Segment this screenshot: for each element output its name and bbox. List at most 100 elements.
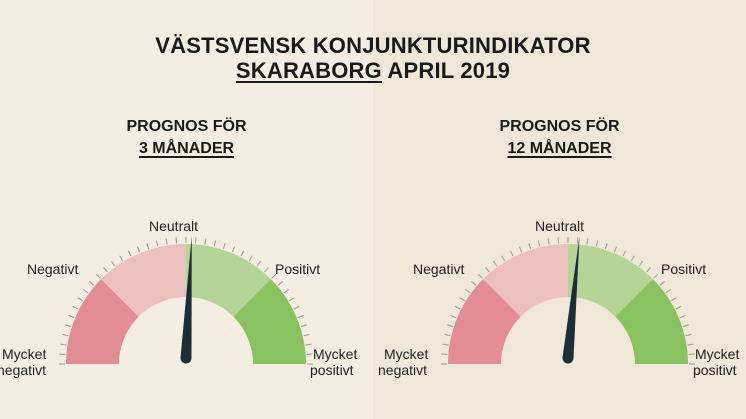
gauge-tick <box>459 297 466 302</box>
gauge-tick <box>119 255 124 262</box>
gauge-tick <box>595 240 599 247</box>
page-title: VÄSTSVENSK KONJUNKTURINDIKATOR SKARABORG… <box>0 33 746 83</box>
gauge-tick <box>89 281 95 286</box>
title-date: APRIL 2019 <box>381 58 511 83</box>
gauge-segment-negativt <box>101 244 186 317</box>
gauge-segment-mycket-negativt <box>448 279 521 364</box>
gauge-tick <box>283 288 290 294</box>
gauge-2-label-very-negative-1: Mycket <box>384 346 429 362</box>
gauge-tick <box>240 250 245 257</box>
gauge-tick <box>204 238 207 245</box>
gauge-tick <box>442 343 449 346</box>
gauge-2-label-very-positive-1: Mycket <box>695 346 740 362</box>
gauge-tick <box>271 273 277 279</box>
gauge-tick <box>464 288 471 294</box>
gauge-2-label-positive: Positivt <box>661 261 707 277</box>
gauge-tick <box>256 260 262 267</box>
gauge-1-label-very-negative-1: Mycket <box>2 346 47 362</box>
gauge-1 <box>59 236 313 365</box>
gauge-tick <box>675 305 682 310</box>
gauge-tick <box>127 250 132 257</box>
gauge-tick <box>604 243 608 250</box>
gauge-1-label-neutral: Neutralt <box>149 218 199 234</box>
gauge-tick <box>277 281 283 286</box>
gauge-segment-mycket-positivt <box>233 279 306 364</box>
gauge-tick <box>110 260 116 267</box>
gauge-tick <box>136 246 141 253</box>
gauge-tick <box>297 314 304 319</box>
gauge-tick <box>653 273 659 279</box>
gauge-tick <box>630 255 635 262</box>
gauge-2 <box>441 236 695 365</box>
gauge-tick <box>248 255 253 262</box>
title-region: SKARABORG <box>235 58 382 83</box>
gauge-2-label-very-positive-2: positivt <box>693 362 737 378</box>
gauge-tick <box>447 324 454 328</box>
gauge-tick <box>646 267 651 273</box>
gauge-tick <box>682 324 689 328</box>
gauge-tick <box>77 297 84 302</box>
gauge-tick <box>685 333 692 337</box>
gauge-2-label-neutral: Neutralt <box>535 218 585 234</box>
gauge-tick <box>450 314 457 319</box>
gauge-1-label-very-positive-2: positivt <box>310 362 354 378</box>
gauge-tick <box>501 255 506 262</box>
gauge-tick <box>518 246 523 253</box>
gauge-tick <box>300 324 307 328</box>
gauge-tick <box>95 273 101 279</box>
gauge-segment-mycket-positivt <box>615 279 688 364</box>
gauge-tick <box>231 246 236 253</box>
gauge-segment-positivt <box>568 244 653 317</box>
gauge-segment-negativt <box>483 244 568 317</box>
gauge-tick <box>65 324 72 328</box>
gauge-tick <box>454 305 461 310</box>
gauge-1-label-very-negative-2: negativt <box>0 362 47 378</box>
gauge-tick <box>638 260 644 267</box>
gauge-tick <box>82 288 89 294</box>
gauge-tick <box>679 314 686 319</box>
gauge-tick <box>305 343 312 346</box>
gauge-tick <box>547 238 550 245</box>
gauge-1-heading-line-1: PROGNOS FÖR <box>126 118 247 135</box>
gauge-tick <box>687 343 694 346</box>
gauge-tick <box>659 281 665 286</box>
title-line-2: SKARABORG APRIL 2019 <box>0 58 746 83</box>
gauge-tick <box>288 297 295 302</box>
gauge-1-heading-period: 3 MÅNADER <box>138 140 235 157</box>
gauge-tick <box>60 343 67 346</box>
gauge-tick <box>303 333 310 337</box>
gauge-segment-mycket-negativt <box>66 279 139 364</box>
gauge-tick <box>485 267 490 273</box>
gauge-tick <box>222 243 226 250</box>
gauge-tick <box>72 305 79 310</box>
gauge-tick <box>146 243 150 250</box>
gauge-needle <box>180 236 192 364</box>
gauge-2-heading: PROGNOS FÖR 12 MÅNADER <box>373 116 746 160</box>
gauge-tick <box>492 260 498 267</box>
gauge-2-label-negative: Negativt <box>413 261 465 277</box>
gauge-tick <box>155 240 159 247</box>
gauge-1-label-positive: Positivt <box>275 261 321 277</box>
gauge-1-label-negative: Negativt <box>27 261 79 277</box>
gauge-tick <box>670 297 677 302</box>
gauge-tick <box>103 267 108 273</box>
gauge-2-heading-line-1: PROGNOS FÖR <box>499 118 620 135</box>
gauge-tick <box>477 273 483 279</box>
gauge-tick <box>509 250 514 257</box>
gauge-1-label-very-positive-1: Mycket <box>313 346 358 362</box>
gauge-2-label-very-negative-2: negativt <box>378 362 428 378</box>
title-line-1: VÄSTSVENSK KONJUNKTURINDIKATOR <box>155 33 591 58</box>
gauge-tick <box>471 281 477 286</box>
gauge-tick <box>537 240 541 247</box>
gauge-tick <box>293 305 300 310</box>
gauge-tick <box>613 246 618 253</box>
gauge-tick <box>528 243 532 250</box>
gauge-needle <box>562 236 580 364</box>
gauge-tick <box>62 333 69 337</box>
gauge-tick <box>68 314 75 319</box>
gauge-tick <box>665 288 672 294</box>
gauge-tick <box>444 333 451 337</box>
gauge-tick <box>165 238 168 245</box>
gauge-tick <box>586 238 589 245</box>
